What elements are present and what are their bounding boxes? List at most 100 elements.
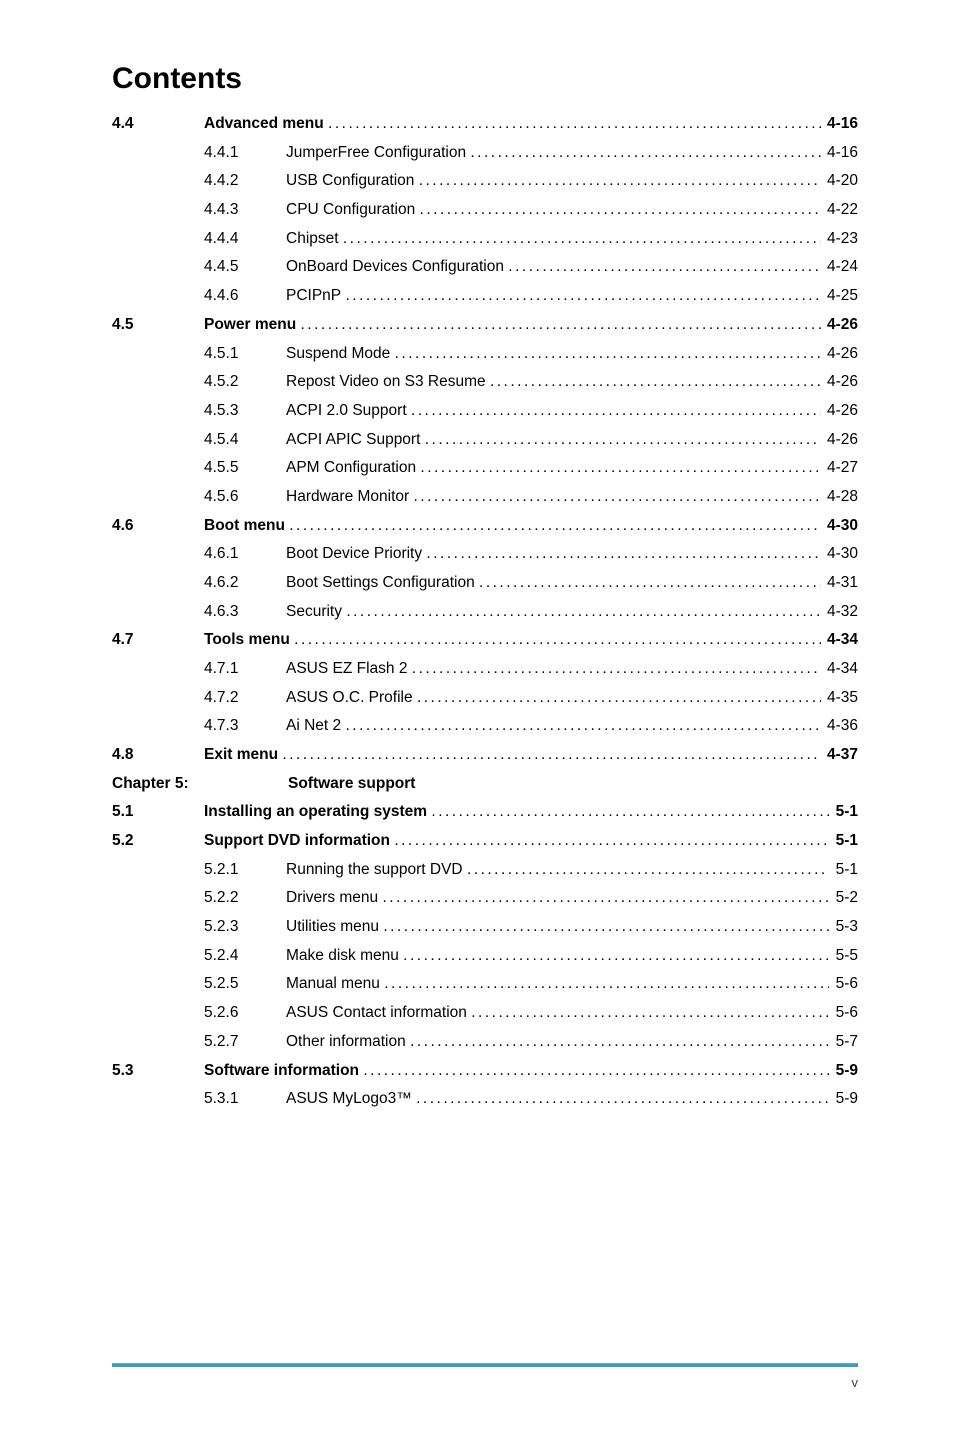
toc-chapter-num: Chapter 5: [112, 776, 288, 792]
toc-entry-page: 4-34 [825, 661, 858, 677]
toc-entry-label: Suspend Mode [286, 346, 390, 362]
toc-entry-page: 4-26 [825, 403, 858, 419]
toc-entry: 5.2.1Running the support DVD 5-1 [112, 862, 858, 878]
toc-entry-label: USB Configuration [286, 173, 414, 189]
toc-entry-page: 5-6 [834, 1005, 858, 1021]
toc-entry-label: Security [286, 604, 342, 620]
toc-entry: 4.4.6PCIPnP 4-25 [112, 288, 858, 304]
toc-entry: 4.7Tools menu 4-34 [112, 632, 858, 648]
toc-entry-label: CPU Configuration [286, 202, 415, 218]
toc-entry-page: 5-3 [834, 919, 858, 935]
toc-entry-label: OnBoard Devices Configuration [286, 259, 504, 275]
toc-leader-dots [414, 489, 821, 505]
toc-entry-label: Utilities menu [286, 919, 379, 935]
toc-entry-page: 4-23 [825, 231, 858, 247]
toc-leader-dots [345, 288, 820, 304]
toc-entry-page: 4-27 [825, 460, 858, 476]
toc-subsection-num: 4.7.3 [204, 718, 286, 734]
toc-entry: 4.8Exit menu 4-37 [112, 747, 858, 763]
toc-leader-dots [282, 747, 820, 763]
toc-entry-page: 5-1 [834, 862, 858, 878]
toc-leader-dots [417, 690, 821, 706]
toc-leader-dots [479, 575, 821, 591]
toc-subsection-num: 4.5.1 [204, 346, 286, 362]
toc-entry-page: 5-6 [834, 976, 858, 992]
toc-entry-label: Boot Settings Configuration [286, 575, 475, 591]
toc-entry-label: ASUS EZ Flash 2 [286, 661, 407, 677]
toc-entry: 4.6.1Boot Device Priority 4-30 [112, 546, 858, 562]
toc-subsection-num: 4.5.6 [204, 489, 286, 505]
toc-entry: 4.4.3CPU Configuration 4-22 [112, 202, 858, 218]
toc-entry: 4.6Boot menu 4-30 [112, 518, 858, 534]
toc-section-num: 4.5 [112, 317, 204, 333]
toc-entry-label: ASUS MyLogo3™ [286, 1091, 412, 1107]
toc-subsection-num: 5.2.4 [204, 948, 286, 964]
toc-entry-label: Make disk menu [286, 948, 399, 964]
toc-leader-dots [343, 231, 821, 247]
toc-entry-page: 4-37 [825, 747, 858, 763]
toc-entry: 4.4.1JumperFree Configuration 4-16 [112, 145, 858, 161]
toc-section-num: 5.1 [112, 804, 204, 820]
toc-entry: 4.5Power menu 4-26 [112, 317, 858, 333]
toc-leader-dots [383, 919, 829, 935]
toc-entry-label: ACPI 2.0 Support [286, 403, 407, 419]
toc-section-num: 4.4 [112, 116, 204, 132]
toc-subsection-num: 5.2.2 [204, 890, 286, 906]
toc-leader-dots [346, 604, 820, 620]
toc-entry-page: 5-1 [834, 833, 858, 849]
toc-entry-page: 4-28 [825, 489, 858, 505]
toc-subsection-num: 4.4.1 [204, 145, 286, 161]
toc-entry-page: 5-9 [834, 1091, 858, 1107]
toc-entry-label: Boot menu [204, 518, 285, 534]
toc-section-num: 5.2 [112, 833, 204, 849]
toc-leader-dots [345, 718, 820, 734]
toc-leader-dots [384, 976, 829, 992]
toc-entry-page: 5-1 [834, 804, 858, 820]
toc-entry: 5.2.7Other information 5-7 [112, 1034, 858, 1050]
toc-subsection-num: 4.7.2 [204, 690, 286, 706]
toc-leader-dots [294, 632, 821, 648]
toc-entry: 5.2Support DVD information 5-1 [112, 833, 858, 849]
toc-entry-label: Manual menu [286, 976, 380, 992]
toc-subsection-num: 4.5.2 [204, 374, 286, 390]
toc-subsection-num: 5.3.1 [204, 1091, 286, 1107]
toc-subsection-num: 4.4.2 [204, 173, 286, 189]
toc-subsection-num: 4.5.3 [204, 403, 286, 419]
toc-leader-dots [382, 890, 829, 906]
toc-entry-label: Repost Video on S3 Resume [286, 374, 486, 390]
toc-entry-label: Support DVD information [204, 833, 390, 849]
toc-entry: 4.4Advanced menu 4-16 [112, 116, 858, 132]
toc-entry-label: Other information [286, 1034, 406, 1050]
toc-leader-dots [431, 804, 829, 820]
toc-entry-label: JumperFree Configuration [286, 145, 466, 161]
toc-leader-dots [394, 833, 829, 849]
toc-leader-dots [420, 460, 820, 476]
toc-leader-dots [508, 259, 820, 275]
toc-subsection-num: 4.6.1 [204, 546, 286, 562]
toc-entry: 4.7.2ASUS O.C. Profile 4-35 [112, 690, 858, 706]
toc-entry-page: 4-24 [825, 259, 858, 275]
toc-entry-page: 4-26 [825, 374, 858, 390]
toc-subsection-num: 5.2.3 [204, 919, 286, 935]
toc-subsection-num: 4.6.3 [204, 604, 286, 620]
toc-entry-label: Power menu [204, 317, 296, 333]
table-of-contents: 4.4Advanced menu 4-16 4.4.1JumperFree Con… [112, 116, 858, 1107]
toc-leader-dots [425, 432, 821, 448]
toc-entry-page: 4-35 [825, 690, 858, 706]
toc-entry-label: PCIPnP [286, 288, 341, 304]
toc-entry: 4.6.2Boot Settings Configuration 4-31 [112, 575, 858, 591]
toc-entry-page: 4-30 [825, 546, 858, 562]
toc-entry: 4.4.2USB Configuration 4-20 [112, 173, 858, 189]
toc-leader-dots [470, 145, 820, 161]
toc-section-num: 4.7 [112, 632, 204, 648]
toc-leader-dots [300, 317, 820, 333]
toc-entry: 4.5.1Suspend Mode 4-26 [112, 346, 858, 362]
toc-entry: 4.5.6Hardware Monitor 4-28 [112, 489, 858, 505]
toc-entry-label: Exit menu [204, 747, 278, 763]
toc-entry-page: 4-32 [825, 604, 858, 620]
toc-leader-dots [419, 173, 821, 189]
page-number: v [112, 1375, 858, 1390]
toc-entry: 4.7.3Ai Net 2 4-36 [112, 718, 858, 734]
toc-leader-dots [403, 948, 829, 964]
toc-entry-page: 4-16 [825, 145, 858, 161]
